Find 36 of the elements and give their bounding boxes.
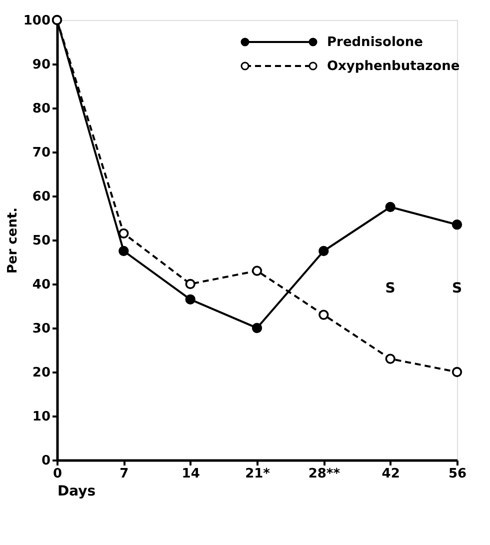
y-tick-label: 0 bbox=[41, 454, 50, 468]
y-axis-title: Per cent. bbox=[5, 207, 20, 274]
x-tick-label: 14 bbox=[182, 466, 200, 482]
x-tick-label: 7 bbox=[120, 466, 129, 482]
x-tick-label: 56 bbox=[448, 466, 467, 482]
point bbox=[118, 246, 129, 256]
y-tick-label: 30 bbox=[32, 322, 50, 336]
point bbox=[385, 202, 396, 212]
point bbox=[252, 322, 262, 334]
annotation: S bbox=[385, 280, 396, 296]
y-tick-label: 70 bbox=[32, 146, 50, 160]
y-tick-label: 10 bbox=[32, 410, 50, 424]
point bbox=[385, 354, 396, 364]
legend-label: Prednisolone bbox=[327, 35, 424, 50]
y-tick-label: 90 bbox=[32, 58, 50, 72]
point bbox=[318, 246, 329, 256]
x-tick-label: 0 bbox=[52, 466, 62, 482]
y-tick-label: 50 bbox=[32, 234, 50, 248]
x-tick-label: 28** bbox=[308, 466, 340, 482]
point bbox=[252, 266, 262, 276]
x-tick-label: 21* bbox=[245, 466, 270, 482]
y-tick-label: 60 bbox=[32, 190, 50, 204]
point bbox=[185, 294, 196, 304]
x-axis-title: Days bbox=[58, 484, 96, 500]
annotation: S bbox=[452, 280, 462, 296]
y-tick-label: 100 bbox=[23, 14, 50, 28]
legend-label: Oxyphenbutazone bbox=[327, 59, 460, 74]
point bbox=[452, 366, 462, 378]
point bbox=[118, 228, 129, 238]
y-tick-label: 20 bbox=[32, 366, 50, 380]
point bbox=[452, 220, 462, 230]
point bbox=[318, 310, 329, 320]
x-tick-label: 42 bbox=[382, 466, 400, 482]
y-tick-label: 40 bbox=[32, 278, 50, 292]
point bbox=[185, 278, 196, 290]
y-tick-label: 80 bbox=[32, 102, 50, 116]
